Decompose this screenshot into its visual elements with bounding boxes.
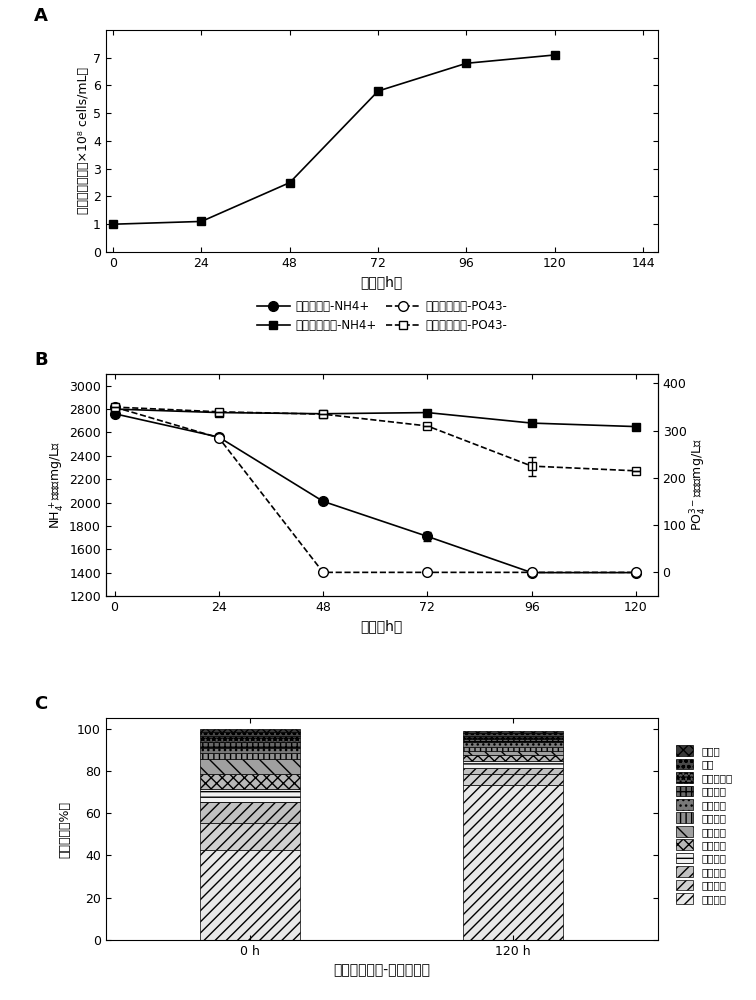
Y-axis label: NH$_4^+$浓度（mg/L）: NH$_4^+$浓度（mg/L） bbox=[48, 441, 67, 529]
Text: B: B bbox=[34, 351, 48, 369]
Bar bbox=[463, 755, 563, 761]
Line: 非灭菌空白组-PO43-: 非灭菌空白组-PO43- bbox=[110, 403, 640, 475]
非灭菌废水-NH4+ bbox=[527, 567, 536, 579]
Y-axis label: 微藻细胞密度（×10⁸ cells/mL）: 微藻细胞密度（×10⁸ cells/mL） bbox=[77, 67, 90, 214]
Line: 非灭菌废水组-PO43-: 非灭菌废水组-PO43- bbox=[110, 402, 641, 577]
Bar bbox=[463, 739, 563, 742]
非灭菌空白组-PO43- bbox=[214, 406, 223, 418]
Bar bbox=[463, 774, 563, 785]
非灭菌空白组-PO43- bbox=[110, 401, 119, 413]
Bar bbox=[463, 768, 563, 774]
Bar bbox=[463, 761, 563, 768]
非灭菌空白组-NH4+ bbox=[214, 407, 223, 419]
非灭菌废水组-PO43- bbox=[631, 566, 640, 578]
Bar bbox=[200, 753, 300, 759]
Line: 非灭菌空白组-NH4+: 非灭菌空白组-NH4+ bbox=[110, 405, 640, 431]
非灭菌空白组-NH4+ bbox=[631, 421, 640, 433]
Bar bbox=[200, 850, 300, 940]
Bar bbox=[200, 774, 300, 789]
Bar bbox=[200, 759, 300, 774]
Y-axis label: PO$_4^{3-}$浓度（mg/L）: PO$_4^{3-}$浓度（mg/L） bbox=[689, 439, 709, 531]
非灭菌废水组-PO43- bbox=[527, 566, 536, 578]
Text: A: A bbox=[34, 7, 48, 25]
非灭菌空白组-PO43- bbox=[423, 420, 432, 432]
非灭菌废水组-PO43- bbox=[423, 566, 432, 578]
非灭菌废水-NH4+ bbox=[631, 567, 640, 579]
非灭菌空白组-NH4+ bbox=[527, 417, 536, 429]
Bar bbox=[200, 729, 300, 732]
非灭菌废水组-PO43- bbox=[214, 432, 223, 444]
Bar bbox=[200, 736, 300, 742]
Line: 非灭菌废水-NH4+: 非灭菌废水-NH4+ bbox=[110, 409, 641, 577]
非灭菌空白组-PO43- bbox=[318, 408, 327, 420]
Bar bbox=[463, 731, 563, 733]
Bar bbox=[463, 736, 563, 739]
非灭菌空白组-PO43- bbox=[631, 465, 640, 477]
非灭菌废水-NH4+ bbox=[214, 431, 223, 443]
非灭菌废水-NH4+ bbox=[423, 530, 432, 542]
非灭菌空白组-NH4+ bbox=[110, 403, 119, 415]
非灭菌废水组-PO43- bbox=[110, 401, 119, 413]
非灭菌废水-NH4+ bbox=[110, 408, 119, 420]
Legend: 非灭菌废水-NH4+, 非灭菌空白组-NH4+, 非灭菌废水组-PO43-, 非灭菌空白组-PO43-: 非灭菌废水-NH4+, 非灭菌空白组-NH4+, 非灭菌废水组-PO43-, 非… bbox=[252, 296, 512, 337]
Bar bbox=[200, 789, 300, 802]
X-axis label: 时间（h）: 时间（h） bbox=[361, 619, 403, 633]
非灭菌废水组-PO43- bbox=[318, 566, 327, 578]
Bar bbox=[200, 748, 300, 753]
非灭菌空白组-NH4+ bbox=[318, 408, 327, 420]
Bar bbox=[463, 785, 563, 940]
Legend: 未分类, 其它, 芽单胞菌门, 拟杆菌门, 疣微菌门, 绿弯菌门, 厚壁菌门, 浮霉菌门, 酸杆菌门, 放线菌门, 变形菌门, 蓝细菌门: 未分类, 其它, 芽单胞菌门, 拟杆菌门, 疣微菌门, 绿弯菌门, 厚壁菌门, … bbox=[674, 743, 734, 906]
非灭菌废水-NH4+ bbox=[318, 495, 327, 507]
Bar bbox=[200, 742, 300, 748]
X-axis label: 时间（h）: 时间（h） bbox=[361, 275, 403, 289]
Bar bbox=[463, 751, 563, 755]
X-axis label: 物种分类叠图-门分类水平: 物种分类叠图-门分类水平 bbox=[333, 963, 430, 977]
非灭菌空白组-PO43- bbox=[527, 460, 536, 472]
Y-axis label: 相对丰度（%）: 相对丰度（%） bbox=[58, 801, 72, 858]
Bar bbox=[200, 823, 300, 850]
Bar bbox=[463, 733, 563, 736]
Bar bbox=[463, 742, 563, 747]
Text: C: C bbox=[34, 695, 48, 713]
非灭菌空白组-NH4+ bbox=[423, 407, 432, 419]
Bar bbox=[200, 802, 300, 823]
Bar bbox=[200, 732, 300, 736]
Bar bbox=[463, 747, 563, 751]
